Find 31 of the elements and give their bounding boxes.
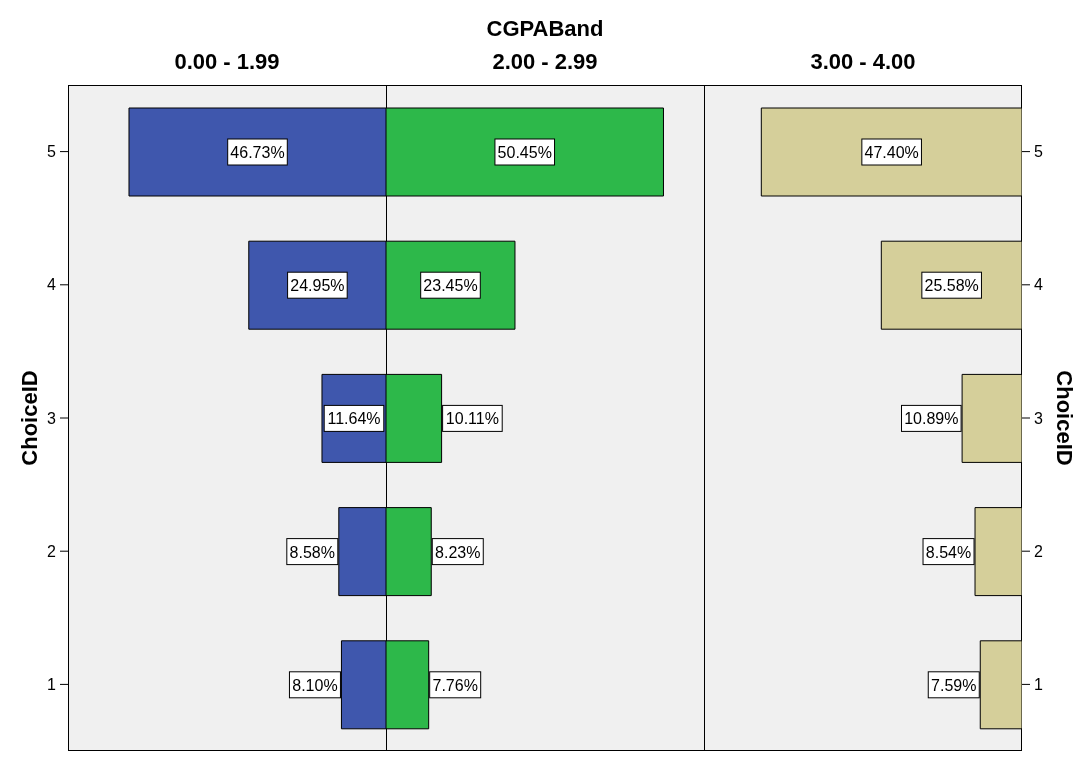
data-label: 10.11% [445, 410, 499, 428]
data-label: 24.95% [290, 277, 345, 295]
data-label: 11.64% [327, 410, 381, 428]
data-label: 25.58% [924, 277, 979, 295]
y-tick-label: 2 [1034, 542, 1043, 560]
y-tick-label: 4 [47, 276, 57, 294]
data-label: 10.89% [904, 410, 959, 428]
data-label: 8.10% [292, 676, 338, 694]
y-axis-title: ChoiceID [17, 370, 43, 466]
y-tick-label: 4 [1034, 276, 1043, 294]
data-label: 47.40% [864, 144, 919, 161]
chart-title: 2.00 - 2.99 [491, 49, 599, 75]
y-tick-label: 5 [1034, 143, 1043, 161]
y-tick-label: 3 [1034, 409, 1043, 427]
text: CGPABand [485, 16, 605, 42]
y-tick-label: 1 [47, 676, 57, 694]
data-label: 23.45% [423, 277, 478, 295]
y-tick-label: 2 [47, 542, 57, 560]
y-tick-label: 1 [1034, 676, 1043, 694]
y-tick-label: 5 [47, 143, 57, 161]
data-label: 8.54% [925, 543, 972, 561]
data-label: 7.76% [432, 676, 478, 694]
chart-title: 0.00 - 1.99 [173, 49, 281, 75]
data-label: 8.23% [435, 543, 481, 561]
data-label: 46.73% [230, 144, 285, 161]
y-tick-label: 3 [47, 409, 57, 427]
data-label: 7.59% [931, 676, 977, 694]
chart-title: 3.00 - 4.00 [809, 49, 917, 75]
data-label: 50.45% [497, 144, 552, 161]
data-label: 8.58% [289, 543, 335, 561]
y-axis-title: ChoiceID [1051, 370, 1077, 466]
